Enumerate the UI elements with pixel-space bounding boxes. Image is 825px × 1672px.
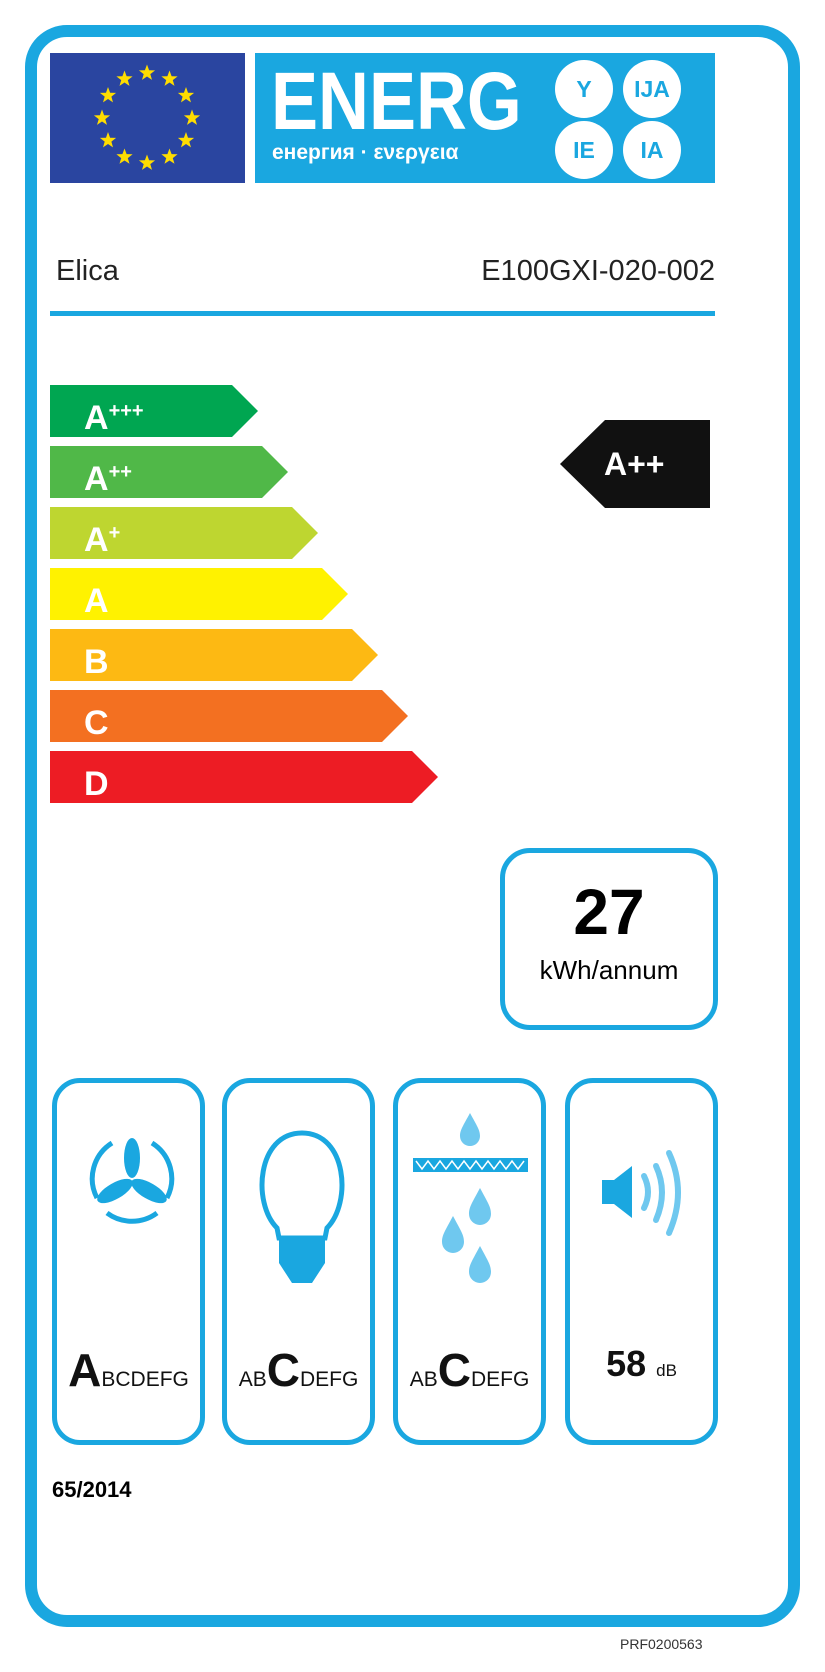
- model-id: E100GXI-020-002: [481, 255, 715, 287]
- energy-header: ENERG енергия · ενεργεια Y IJA IE IA: [255, 53, 715, 183]
- suffix-y: Y: [555, 60, 613, 118]
- star-icon: [93, 109, 111, 125]
- star-icon: [161, 148, 178, 164]
- eu-flag-icon: [50, 53, 245, 183]
- class-bar-2: A+: [50, 507, 318, 559]
- energy-unit: kWh/annum: [539, 955, 679, 985]
- star-icon: [116, 70, 133, 86]
- energy-value: 27: [573, 876, 645, 948]
- class-bar-3: A: [50, 568, 348, 620]
- star-icon: [177, 132, 195, 148]
- star-icon: [161, 70, 178, 86]
- scale-lighting: ABCDEFG: [238, 1344, 359, 1396]
- fan-icon: [89, 1138, 175, 1224]
- grease-filter-icon: [413, 1113, 528, 1283]
- lighting-efficiency-box: ABCDEFG: [222, 1078, 375, 1445]
- fluid-dynamic-efficiency-box: ABCDEFG: [52, 1078, 205, 1445]
- star-icon: [99, 87, 117, 103]
- scale-grease: ABCDEFG: [409, 1344, 530, 1396]
- speaker-icon: [602, 1150, 681, 1236]
- noise-box: 58 dB: [565, 1078, 718, 1445]
- noise-value: 58 dB: [606, 1343, 677, 1384]
- energ-title: ENERG: [271, 56, 522, 147]
- regulation-number: 65/2014: [52, 1477, 132, 1502]
- star-icon: [116, 148, 133, 164]
- suffix-ie: IE: [555, 121, 613, 179]
- label-code: PRF0200563: [620, 1636, 703, 1652]
- star-icon: [99, 132, 117, 148]
- class-bar-6: D: [50, 751, 438, 803]
- energy-consumption-box: 27 kWh/annum: [500, 848, 718, 1030]
- star-icon: [138, 154, 156, 170]
- class-bar-1: A++: [50, 446, 288, 498]
- light-bulb-icon: [259, 1130, 345, 1283]
- supplier-name: Elica: [56, 255, 119, 287]
- class-bar-4: B: [50, 629, 378, 681]
- star-icon: [183, 109, 201, 125]
- energ-subtitle: енергия · ενεργεια: [272, 141, 459, 164]
- scale-fluid: ABCDEFG: [68, 1344, 189, 1396]
- label-frame: [25, 25, 800, 1627]
- class-bar-0: A+++: [50, 385, 258, 437]
- star-icon: [138, 64, 156, 80]
- grease-filtering-box: ABCDEFG: [393, 1078, 546, 1445]
- divider: [50, 311, 715, 316]
- star-icon: [177, 87, 195, 103]
- suffix-ia: IA: [623, 121, 681, 179]
- class-bar-5: C: [50, 690, 408, 742]
- suffix-ija: IJA: [623, 60, 681, 118]
